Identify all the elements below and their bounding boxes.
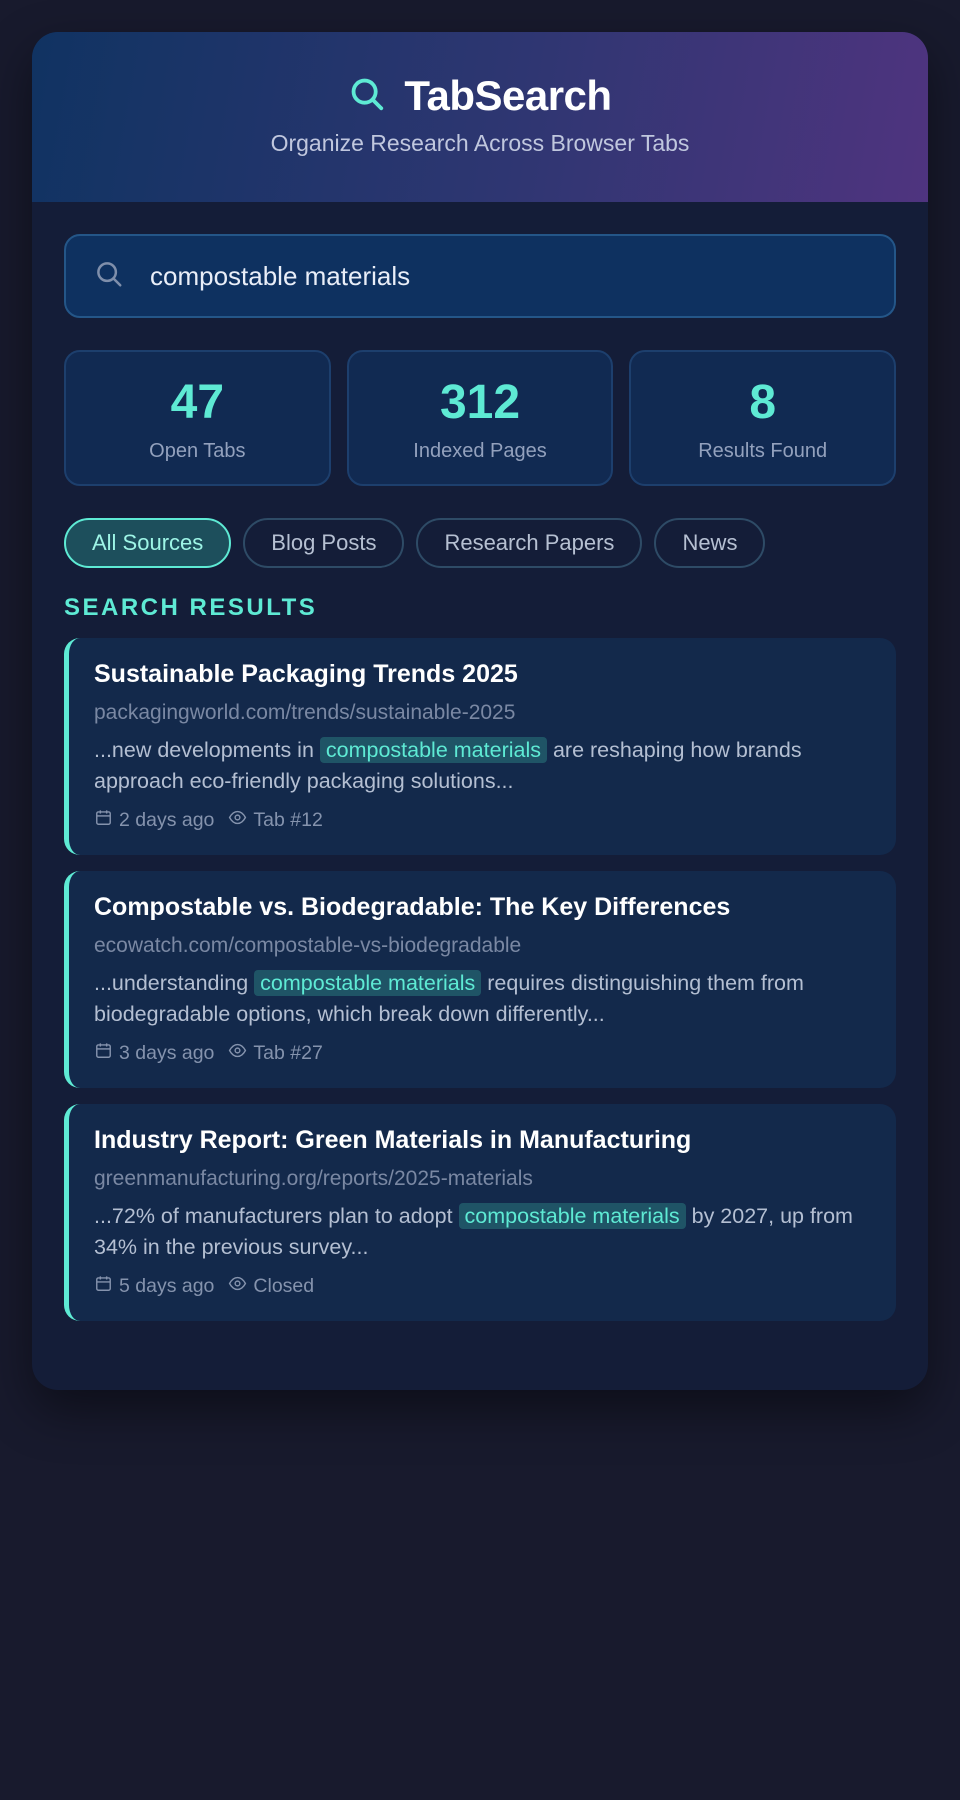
snippet-highlight: compostable materials [254, 970, 482, 997]
result-tab-status: Closed [228, 1274, 314, 1299]
snippet-text: ...understanding [94, 971, 255, 996]
eye-icon [228, 1041, 247, 1066]
stats-row: 47 Open Tabs 312 Indexed Pages 8 Results… [64, 350, 897, 486]
snippet-text: are reshaping how brands approach eco-fr… [94, 738, 802, 793]
stat-label: Indexed Pages [413, 440, 547, 463]
stat-label: Results Found [698, 440, 828, 463]
app-window: TabSearch Organize Research Across Brows… [32, 32, 928, 1390]
stat-value: 312 [439, 376, 521, 429]
stat-value: 8 [749, 376, 777, 429]
filter-chips: All Sources Blog Posts Research Papers N… [64, 518, 896, 568]
result-url[interactable]: ecowatch.com/compostable-vs-biodegradabl… [94, 934, 522, 958]
result-card[interactable]: Sustainable Packaging Trends 2025 packag… [64, 638, 896, 856]
search-input[interactable] [150, 246, 894, 306]
snippet-text: by 2027, up from 34% in the previous sur… [94, 1204, 853, 1259]
results-heading: SEARCH RESULTS [64, 594, 318, 621]
calendar-icon [94, 1274, 113, 1299]
snippet-highlight: compostable materials [319, 737, 547, 763]
filter-news[interactable]: News [654, 518, 766, 568]
search-icon [348, 75, 386, 118]
snippet-text: ...new developments in [94, 738, 320, 762]
result-card[interactable]: Compostable vs. Biodegradable: The Key D… [64, 871, 896, 1089]
search-bar[interactable] [64, 234, 896, 318]
result-date-text: 5 days ago [119, 1275, 215, 1298]
stat-results-found: 8 Results Found [629, 350, 897, 486]
eye-icon [228, 1274, 247, 1299]
stat-indexed-pages: 312 Indexed Pages [346, 350, 614, 486]
snippet-highlight: compostable materials [458, 1203, 686, 1230]
result-snippet: ...72% of manufacturers plan to adopt co… [94, 1201, 870, 1262]
result-url[interactable]: packagingworld.com/trends/sustainable-20… [94, 701, 516, 724]
result-date: 5 days ago [94, 1274, 214, 1299]
result-tab-status-text: Tab #12 [253, 809, 323, 832]
app-subtitle: Organize Research Across Browser Tabs [270, 130, 690, 156]
search-icon [94, 259, 124, 294]
results-list: Sustainable Packaging Trends 2025 packag… [64, 638, 896, 1322]
result-title[interactable]: Sustainable Packaging Trends 2025 [94, 660, 518, 688]
result-snippet: ...new developments in compostable mater… [94, 735, 870, 796]
result-tab-status-text: Closed [253, 1275, 315, 1298]
result-snippet: ...understanding compostable materials r… [94, 968, 870, 1029]
result-meta: 2 days ago Tab #12 [94, 808, 870, 855]
result-date-text: 3 days ago [119, 1042, 215, 1065]
result-title[interactable]: Compostable vs. Biodegradable: The Key D… [94, 893, 731, 922]
filter-blog-posts[interactable]: Blog Posts [243, 518, 405, 568]
result-date-text: 2 days ago [119, 809, 215, 832]
main-content: 47 Open Tabs 312 Indexed Pages 8 Results… [32, 202, 928, 1322]
result-meta: 5 days ago Closed [94, 1274, 870, 1321]
result-meta: 3 days ago Tab #27 [94, 1041, 870, 1088]
result-date: 3 days ago [94, 1041, 214, 1066]
result-tab-status: Tab #12 [228, 808, 323, 833]
calendar-icon [94, 1041, 113, 1066]
eye-icon [228, 808, 247, 833]
calendar-icon [94, 808, 113, 833]
result-tab-status-text: Tab #27 [253, 1042, 323, 1065]
brand: TabSearch [348, 72, 612, 120]
snippet-text: ...72% of manufacturers plan to adopt [94, 1204, 459, 1229]
result-url[interactable]: greenmanufacturing.org/reports/2025-mate… [94, 1167, 533, 1191]
stat-label: Open Tabs [149, 440, 246, 463]
snippet-text: requires distinguishing them from biodeg… [94, 971, 804, 1026]
filter-all-sources[interactable]: All Sources [64, 518, 232, 568]
filter-research-papers[interactable]: Research Papers [416, 518, 643, 568]
result-date: 2 days ago [94, 808, 214, 833]
stat-open-tabs: 47 Open Tabs [64, 350, 331, 486]
app-title: TabSearch [404, 72, 612, 119]
app-header: TabSearch Organize Research Across Brows… [32, 32, 928, 202]
result-title[interactable]: Industry Report: Green Materials in Manu… [94, 1126, 692, 1155]
result-tab-status: Tab #27 [228, 1041, 323, 1066]
result-card[interactable]: Industry Report: Green Materials in Manu… [64, 1104, 896, 1322]
stat-value: 47 [170, 376, 225, 429]
